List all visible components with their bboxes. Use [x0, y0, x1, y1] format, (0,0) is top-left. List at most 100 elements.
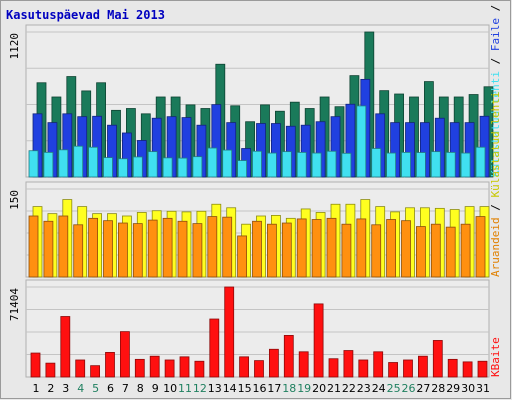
legend-separator: /	[489, 198, 502, 218]
bar-series-2-day-2	[43, 220, 54, 278]
x-tick-label: 6	[107, 382, 114, 395]
bar-kbaite-day-2	[45, 362, 56, 378]
bar-kbaite-day-16	[254, 360, 264, 378]
bar-kbaite-day-8	[134, 358, 145, 378]
y-tick-label: 150	[8, 190, 21, 210]
x-tick-label: 27	[416, 382, 430, 395]
x-tick-label: 26	[402, 382, 416, 395]
legend-entry: KBaite	[489, 337, 502, 377]
x-tick-label: 21	[327, 382, 341, 395]
x-tick-label: 25	[387, 382, 401, 395]
bar-series-2-day-22	[341, 223, 352, 278]
x-tick-label: 16	[253, 382, 267, 395]
bar-kbaite-day-15	[239, 356, 250, 378]
bar-kbaite-day-25	[388, 362, 399, 378]
x-tick-label: 24	[372, 382, 386, 395]
bar-külastatud-lehti-day-7	[118, 158, 128, 178]
bar-series-2-day-14	[222, 216, 233, 278]
legend-separator: /	[489, 51, 502, 71]
panel-legend: Külastatud lehti / Faile / Pöördumisi	[489, 0, 502, 177]
bar-series-2-day-12	[192, 223, 203, 278]
bar-külastatud-lehti-day-20	[311, 152, 322, 178]
bar-series-2-day-9	[147, 219, 158, 278]
bar-külastatud-lehti-day-18	[281, 151, 292, 178]
bar-series-2-day-11	[177, 220, 188, 278]
bar-series-2-day-17	[266, 223, 277, 278]
x-tick-label: 17	[267, 382, 281, 395]
bar-series-2-day-18	[281, 222, 292, 278]
bar-series-2-day-19	[296, 218, 307, 278]
x-tick-label: 14	[223, 382, 237, 395]
bar-series-2-day-31	[475, 216, 486, 278]
x-tick-label: 8	[137, 382, 144, 395]
bar-külastatud-lehti-day-17	[266, 152, 277, 178]
bar-series-2-day-1	[28, 215, 39, 278]
bar-külastatud-lehti-day-5	[88, 146, 98, 178]
bar-series-2-day-21	[326, 217, 337, 278]
bar-kbaite-day-4	[75, 359, 86, 378]
bar-series-2-day-8	[132, 223, 143, 278]
bar-series-2-day-6	[103, 220, 113, 278]
bar-külastatud-lehti-day-9	[147, 151, 158, 178]
legend-entry: Aruandeid	[489, 217, 502, 277]
bar-kbaite-day-23	[358, 359, 369, 378]
x-tick-label: 10	[163, 382, 177, 395]
bar-külastatud-lehti-day-22	[341, 152, 352, 178]
bar-kbaite-day-1	[30, 352, 41, 378]
bar-series-2-day-25	[386, 219, 397, 278]
bar-kbaite-day-9	[149, 355, 160, 378]
bar-külastatud-lehti-day-2	[43, 151, 54, 178]
x-tick-label: 11	[178, 382, 192, 395]
bar-külastatud-lehti-day-30	[460, 152, 471, 178]
bar-kbaite-day-28	[432, 340, 443, 378]
bar-series-2-day-20	[311, 219, 322, 278]
bar-kbaite-day-14	[224, 286, 235, 378]
bar-series-2-day-3	[58, 215, 69, 278]
bar-series-2-day-7	[118, 222, 128, 278]
day-labels: 1 2 3 4 5 6 7 8 9 10 11 12 13 14 15 16 17 18 19 20 21 22 23 24 2…	[33, 382, 491, 395]
bar-series-2-day-13	[207, 216, 218, 278]
bar-series-2-day-15	[237, 235, 248, 278]
bar-külastatud-lehti-day-10	[162, 157, 173, 178]
bar-series-2-day-10	[162, 217, 173, 278]
bar-külastatud-lehti-day-29	[445, 151, 456, 178]
bar-külastatud-lehti-day-8	[132, 156, 143, 178]
bar-kbaite-day-30	[462, 361, 473, 378]
x-tick-label: 15	[238, 382, 252, 395]
panel-3: 71404 KBaite	[8, 279, 502, 378]
bar-kbaite-day-6	[105, 352, 115, 378]
bar-series-2-day-26	[401, 220, 411, 278]
chart-title: Kasutuspäevad Mai 2013	[6, 8, 165, 22]
x-tick-label: 20	[312, 382, 326, 395]
bar-series-2-day-30	[460, 223, 471, 278]
legend-entry: Külastatud lehti	[489, 92, 502, 198]
bar-kbaite-day-18	[283, 335, 294, 378]
legend-entry: Faile	[489, 18, 502, 51]
panel-legend: KBaite	[489, 337, 502, 377]
bar-kbaite-day-12	[194, 360, 205, 378]
x-tick-label: 4	[77, 382, 84, 395]
bar-series-2-day-4	[73, 224, 84, 278]
bar-kbaite-day-7	[120, 331, 130, 378]
bar-külastatud-lehti-day-31	[475, 146, 486, 178]
x-tick-label: 1	[33, 382, 40, 395]
bar-külastatud-lehti-day-1	[28, 150, 39, 178]
x-tick-label: 5	[92, 382, 99, 395]
x-tick-label: 13	[208, 382, 222, 395]
bar-kbaite-day-13	[209, 318, 220, 378]
bar-kbaite-day-21	[328, 358, 339, 378]
bar-kbaite-day-11	[179, 356, 190, 378]
x-tick-label: 7	[122, 382, 129, 395]
bar-kbaite-day-19	[298, 351, 309, 378]
bar-kbaite-day-3	[60, 316, 71, 378]
x-tick-label: 28	[431, 382, 445, 395]
bar-külastatud-lehti-day-3	[58, 149, 69, 178]
x-tick-label: 2	[47, 382, 54, 395]
chart-panels: 1120 Külastatud lehti / Faile / Pöördumis…	[8, 0, 502, 378]
bar-kbaite-day-26	[403, 359, 413, 378]
bar-külastatud-lehti-day-25	[386, 152, 397, 178]
bar-kbaite-day-22	[343, 350, 354, 378]
bar-külastatud-lehti-day-21	[326, 150, 337, 178]
